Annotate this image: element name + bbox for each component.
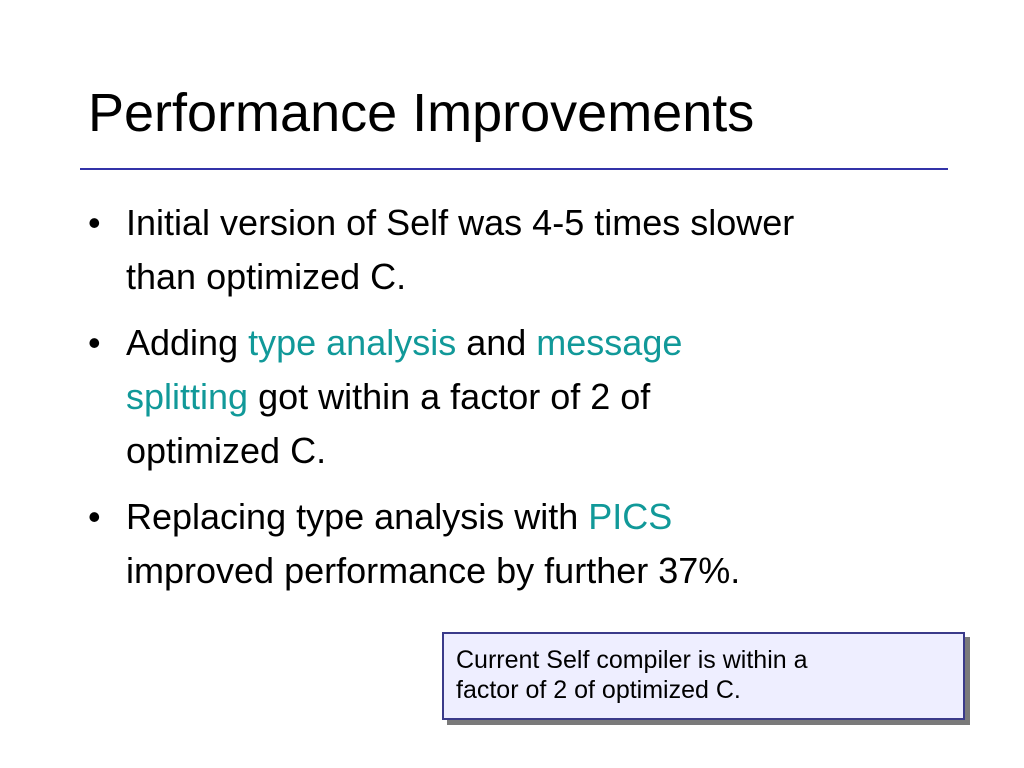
- callout-text: factor of 2 of optimized C.: [456, 676, 741, 704]
- bullet-text: than optimized C.: [126, 256, 407, 297]
- bullet-text: Initial version of Self was 4-5 times sl…: [126, 202, 795, 243]
- bullet-text: and: [456, 322, 537, 363]
- highlight-pics: PICS: [588, 496, 673, 537]
- bullet-text: Replacing type analysis with: [126, 496, 589, 537]
- bullet-text: optimized C.: [126, 430, 327, 471]
- highlight-splitting: splitting: [126, 376, 249, 417]
- bullet-item-initial-version: • Initial version of Self was 4-5 times …: [88, 196, 988, 304]
- bullet-dot: •: [88, 322, 101, 363]
- callout-box: Current Self compiler is within a factor…: [442, 632, 965, 720]
- bullet-dot: •: [88, 202, 101, 243]
- bullet-dot: •: [88, 496, 101, 537]
- highlight-type-analysis: type analysis: [248, 322, 457, 363]
- bullet-item-pics: • Replacing type analysis with PICS impr…: [88, 490, 988, 598]
- title-underline: [80, 168, 948, 170]
- bullet-list: • Initial version of Self was 4-5 times …: [88, 196, 988, 610]
- bullet-text: Adding: [126, 322, 249, 363]
- callout-text: Current Self compiler is within a: [456, 646, 808, 674]
- slide-title: Performance Improvements: [88, 83, 755, 143]
- highlight-message: message: [536, 322, 683, 363]
- bullet-text: got within a factor of 2 of: [248, 376, 651, 417]
- bullet-text: improved performance by further 37%.: [126, 550, 741, 591]
- bullet-item-type-analysis: • Adding type analysis and message split…: [88, 316, 988, 478]
